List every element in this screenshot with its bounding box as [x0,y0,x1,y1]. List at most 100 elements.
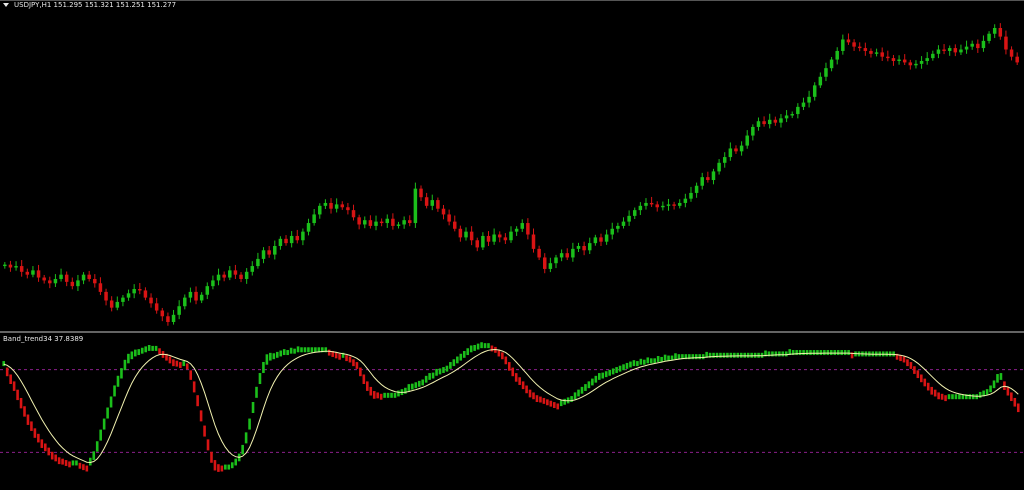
oscillator-bar [625,362,629,369]
candle-body [1009,49,1014,57]
oscillator-bar [656,356,660,362]
oscillator-bar [750,352,753,358]
candle-body [239,274,243,279]
oscillator-bar [992,380,996,389]
oscillator-bar [227,464,231,470]
candle-body [42,277,46,281]
oscillator-bar [674,353,677,360]
signal-line [3,348,1019,464]
oscillator-bar [916,370,920,379]
candle-body [306,223,311,232]
oscillator-bar [452,359,456,367]
oscillator-bar [258,373,262,385]
oscillator-bar [722,352,726,358]
candle-body [87,274,91,279]
oscillator-bar [895,353,899,360]
oscillator-bar [47,447,51,456]
candle-body [554,257,558,264]
oscillator-bar [847,350,850,356]
oscillator-bar [483,343,487,349]
candle-body [228,270,232,278]
candle-body [559,253,564,258]
oscillator-bar [944,395,947,402]
candle-body [447,214,451,222]
oscillator-bar [521,381,525,390]
oscillator-bar [909,362,913,369]
candle-body [801,102,806,107]
oscillator-bar [61,458,64,465]
oscillator-bar [719,352,722,358]
oscillator-bar [958,394,961,400]
oscillator-bar [532,392,535,400]
candle-body [953,48,958,53]
oscillator-bar [798,350,802,356]
oscillator-bar [823,350,826,356]
oscillator-bar [926,382,930,391]
oscillator-bar [355,362,359,369]
oscillator-bar [54,454,57,462]
oscillator-bar [816,350,819,356]
oscillator-bar [736,352,740,358]
oscillator-bar [1003,381,1006,390]
oscillator-bar [587,381,591,389]
candle-body [458,228,463,238]
oscillator-bar [279,350,283,357]
oscillator-bar [213,460,217,471]
oscillator-bar [352,359,355,367]
oscillator-bar [248,418,251,430]
oscillator-bar [95,441,99,452]
candle-body [222,274,226,278]
oscillator-bar [192,381,196,393]
oscillator-bar [137,349,141,356]
open-value: 151.295 [53,1,83,9]
oscillator-bar [947,394,951,400]
oscillator-bar [604,371,608,378]
oscillator-bar [407,384,411,391]
oscillator-bar [615,367,618,373]
oscillator-bar [784,351,788,357]
oscillator-bar [199,410,203,422]
candle-body [469,231,474,241]
candle-body [70,281,75,287]
oscillator-bar [123,359,127,371]
oscillator-bar [386,392,390,398]
candle-body [188,291,193,298]
candle-body [481,235,485,248]
candle-body [138,289,142,291]
oscillator-bar [570,396,573,402]
oscillator-bar [147,345,151,351]
symbol-menu-triangle-icon[interactable] [3,3,9,7]
oscillator-bar [594,375,598,383]
candle-body [391,218,395,226]
oscillator-bar [127,353,130,364]
candle-body [177,306,181,315]
candle-body [273,245,277,255]
oscillator-bar [705,351,708,358]
oscillator-bar [660,356,663,362]
oscillator-bar [629,361,632,368]
oscillator-bar [622,364,625,371]
oscillator-bar [116,375,120,387]
candle-body [537,248,541,258]
candle-body [599,237,603,242]
oscillator-bar [681,354,684,360]
candle-body [683,198,688,203]
oscillator-bar [272,353,276,360]
candle-body [531,234,536,249]
candle-body [244,271,249,279]
candle-body [424,197,429,206]
oscillator-bar [632,360,636,367]
candle-body [610,228,614,235]
oscillator-bar [812,350,816,356]
oscillator-bar [649,358,653,364]
candle-body [869,50,873,54]
candle-body [183,297,187,307]
candle-body [632,210,637,216]
high-value: 151.321 [84,1,114,9]
candle-body [216,274,221,281]
candle-body [694,185,699,193]
oscillator-bar [68,461,71,468]
oscillator-bar [850,352,854,359]
oscillator-bar [331,351,334,357]
